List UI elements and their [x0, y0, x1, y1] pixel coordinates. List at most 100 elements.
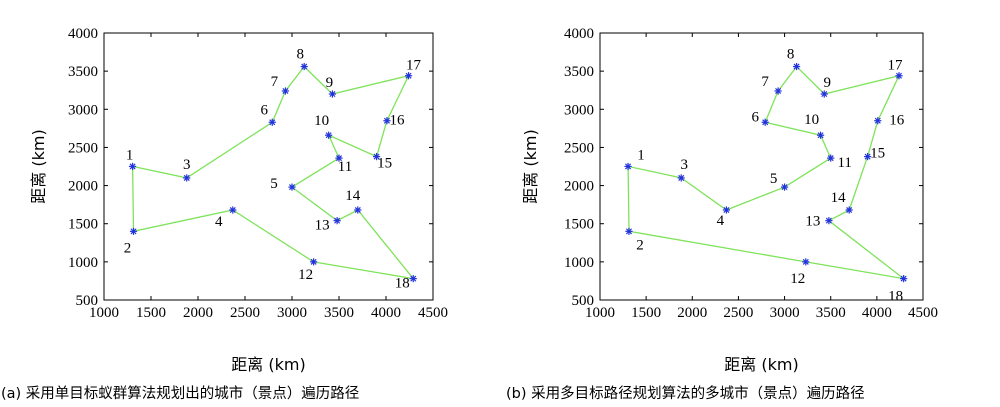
city-marker-18: [409, 275, 417, 283]
x-tick-label: 1500: [631, 305, 661, 321]
x-tick-label: 3500: [816, 305, 846, 321]
x-tick-label: 3500: [324, 305, 354, 321]
city-marker-4: [722, 206, 731, 214]
city-label-9: 9: [824, 75, 832, 91]
city-marker-13: [825, 217, 833, 225]
y-tick-label: 2500: [68, 140, 98, 156]
city-label-7: 7: [761, 74, 769, 90]
city-marker-12: [310, 258, 318, 266]
panel-b: 1000 1500 2000 2500 3000 3500 4000 450050010001…: [506, 26, 938, 402]
city-label-17: 17: [888, 58, 904, 74]
city-marker-6: [268, 118, 276, 126]
city-label-15: 15: [870, 146, 885, 162]
x-tick-label: 4000: [862, 305, 892, 321]
city-label-10: 10: [804, 112, 819, 128]
y-tick-label: 3000: [68, 102, 98, 118]
city-marker-5: [288, 183, 296, 191]
city-marker-17: [895, 72, 903, 80]
y-tick-label: 2000: [564, 179, 594, 195]
x-tick-label: 4500: [418, 305, 448, 321]
x-tick-label: 3000: [770, 305, 800, 321]
city-marker-10: [816, 131, 825, 139]
city-marker-9: [328, 90, 337, 98]
y-axis-label: 距离 (km): [29, 129, 48, 203]
city-marker-2: [625, 227, 633, 235]
x-axis-label: 距离 (km): [231, 355, 305, 374]
city-label-10: 10: [314, 113, 329, 129]
city-marker-8: [792, 62, 801, 71]
city-marker-3: [677, 174, 685, 182]
city-marker-14: [845, 206, 853, 214]
city-label-3: 3: [183, 157, 191, 173]
city-label-8: 8: [787, 47, 795, 63]
y-tick-label: 1000: [68, 255, 98, 271]
city-label-14: 14: [345, 188, 361, 204]
y-tick-label: 4000: [68, 26, 98, 42]
city-marker-15: [864, 152, 872, 161]
city-marker-4: [229, 206, 237, 214]
plot-area-frame: [103, 32, 434, 301]
city-marker-12: [802, 258, 810, 266]
x-tick-label: 2500: [230, 305, 260, 321]
city-marker-6: [761, 118, 769, 126]
city-marker-15: [373, 152, 381, 161]
city-marker-11: [335, 154, 343, 162]
city-marker-11: [827, 154, 835, 162]
city-label-11: 11: [837, 155, 851, 171]
city-marker-7: [774, 87, 782, 95]
x-axis-label: 距离 (km): [724, 355, 798, 374]
city-label-13: 13: [805, 214, 820, 230]
city-label-1: 1: [637, 147, 645, 163]
x-tick-label: 1000: [585, 305, 615, 321]
city-marker-16: [383, 117, 391, 125]
y-tick-label: 1000: [564, 255, 594, 271]
figure-caption: (a) 采用单目标蚁群算法规划出的城市（景点）遍历路径: [1, 385, 359, 402]
city-marker-5: [780, 183, 789, 191]
city-label-4: 4: [215, 214, 223, 230]
y-tick-label: 2500: [564, 140, 594, 156]
city-marker-1: [128, 162, 137, 171]
city-marker-1: [624, 162, 632, 171]
city-marker-13: [333, 217, 341, 225]
city-marker-14: [354, 206, 362, 214]
city-marker-9: [820, 90, 828, 98]
x-tick-label: 1500: [136, 305, 166, 321]
y-tick-label: 500: [572, 293, 595, 309]
x-tick-label: 2000: [677, 305, 707, 321]
city-marker-3: [183, 174, 191, 182]
city-label-12: 12: [298, 267, 313, 283]
x-tick-label: 4000: [371, 305, 401, 321]
city-label-6: 6: [261, 102, 269, 118]
city-label-11: 11: [338, 159, 352, 175]
x-tick-label: 3000: [277, 305, 307, 321]
city-label-18: 18: [888, 289, 903, 305]
y-tick-label: 3500: [564, 64, 594, 80]
city-label-13: 13: [315, 218, 330, 234]
route-line: [131, 65, 415, 280]
city-marker-2: [129, 227, 138, 235]
city-label-17: 17: [406, 58, 422, 74]
city-label-15: 15: [377, 156, 392, 172]
city-marker-7: [281, 87, 290, 95]
y-tick-label: 1500: [564, 217, 594, 233]
y-tick-label: 1500: [68, 217, 98, 233]
city-label-8: 8: [296, 47, 304, 63]
city-label-16: 16: [389, 113, 405, 129]
city-label-1: 1: [126, 147, 134, 163]
city-label-18: 18: [395, 276, 410, 292]
city-label-4: 4: [717, 213, 725, 229]
city-marker-17: [404, 72, 413, 80]
city-label-14: 14: [831, 190, 847, 206]
city-label-6: 6: [751, 109, 759, 125]
city-label-5: 5: [770, 171, 778, 187]
city-label-2: 2: [124, 240, 132, 256]
y-axis-label: 距离 (km): [521, 129, 540, 203]
city-marker-18: [900, 275, 908, 283]
plot-area-frame: [599, 32, 924, 301]
city-label-9: 9: [326, 75, 334, 91]
city-label-12: 12: [790, 271, 805, 287]
y-tick-label: 3000: [564, 102, 594, 118]
city-marker-16: [874, 117, 882, 125]
y-tick-label: 500: [76, 293, 99, 309]
